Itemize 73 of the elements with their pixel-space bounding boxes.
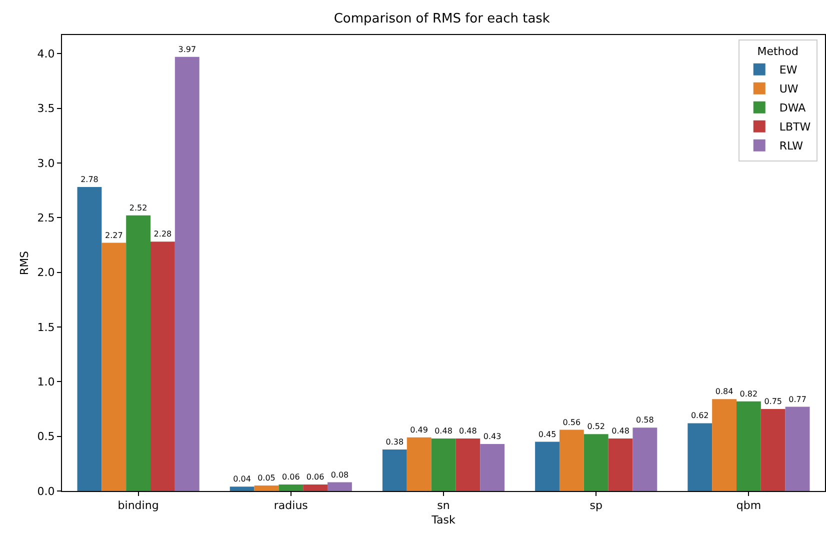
data-label: 0.06	[306, 472, 324, 482]
data-label: 0.38	[386, 437, 404, 446]
x-tick-label: radius	[274, 499, 308, 512]
data-label: 0.45	[538, 430, 556, 439]
y-tick-label: 3.0	[37, 156, 55, 170]
data-label: 0.52	[587, 422, 606, 432]
y-tick-label: 4.0	[37, 47, 55, 60]
bar	[431, 438, 456, 491]
bar	[230, 486, 254, 491]
data-label: 0.08	[330, 470, 349, 480]
data-label: 2.78	[80, 175, 98, 184]
x-axis-title: Task	[430, 513, 456, 526]
x-tick-label: binding	[118, 499, 159, 512]
data-label: 2.27	[104, 230, 123, 240]
bar	[785, 406, 810, 491]
bar	[736, 401, 761, 491]
legend-label: LBTW	[779, 120, 811, 134]
bar	[102, 242, 126, 491]
data-label: 0.48	[459, 426, 477, 436]
bar	[254, 486, 279, 491]
legend-label: UW	[779, 82, 798, 96]
legend-label: DWA	[779, 102, 806, 115]
bar	[328, 482, 352, 491]
bar	[303, 484, 328, 491]
bar	[608, 438, 633, 491]
data-label: 2.28	[154, 230, 172, 239]
bar	[584, 434, 608, 491]
data-label: 0.48	[612, 426, 630, 436]
data-label: 2.52	[129, 203, 148, 212]
bar	[688, 423, 712, 491]
bar	[632, 428, 658, 491]
bar	[480, 444, 505, 491]
data-label: 0.05	[258, 474, 276, 483]
bar	[712, 399, 736, 491]
legend-label: EW	[779, 64, 798, 77]
y-tick-label: 0.5	[37, 430, 55, 444]
legend-title: Method	[757, 44, 799, 58]
bar	[456, 438, 480, 491]
bar	[382, 449, 407, 491]
bar	[760, 408, 786, 491]
bar	[535, 442, 560, 491]
data-label: 0.04	[233, 474, 251, 484]
bar	[174, 56, 200, 491]
data-label: 0.48	[434, 426, 452, 436]
data-label: 0.62	[690, 411, 709, 420]
x-tick-label: qbm	[736, 499, 762, 512]
y-tick-label: 2.0	[37, 266, 55, 280]
y-tick-label: 3.5	[37, 102, 55, 116]
x-tick-label: sn	[437, 499, 450, 512]
bar	[126, 215, 151, 491]
y-tick-label: 1.5	[37, 320, 55, 334]
data-label: 0.75	[764, 396, 782, 406]
bar	[150, 242, 175, 491]
data-label: 0.58	[636, 416, 654, 425]
y-tick-label: 1.0	[37, 376, 55, 388]
bar	[559, 430, 584, 491]
bar	[278, 484, 304, 491]
y-axis-title: RMS	[18, 250, 31, 276]
data-label: 0.06	[282, 472, 300, 482]
x-tick-label: sp	[590, 499, 602, 512]
data-label: 0.84	[715, 387, 734, 396]
bar	[406, 437, 432, 491]
y-tick-label: 2.5	[37, 211, 55, 224]
bar	[77, 187, 102, 491]
chart-title: Comparison of RMS for each task	[334, 11, 550, 26]
data-label: 0.43	[483, 432, 502, 441]
y-tick-label: 0.0	[37, 484, 55, 498]
data-label: 0.82	[740, 389, 758, 398]
data-label: 0.49	[410, 425, 428, 434]
data-label: 3.97	[178, 44, 196, 54]
legend-label: RLW	[779, 140, 804, 153]
data-label: 0.56	[562, 418, 581, 427]
data-label: 0.77	[788, 394, 806, 404]
